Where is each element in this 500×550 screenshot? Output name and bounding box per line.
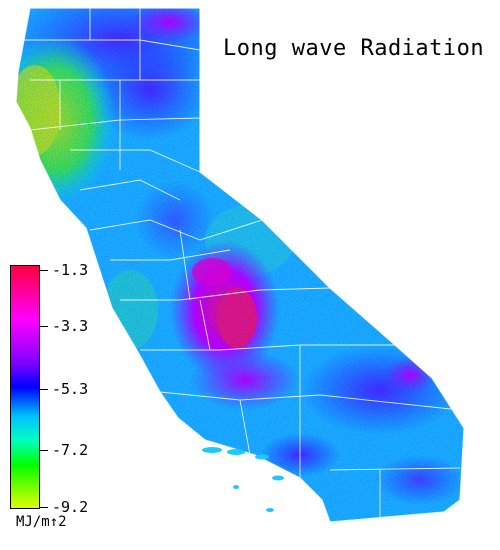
colorbar-tick-4: [40, 450, 48, 451]
colorbar-tick-1: [40, 270, 48, 271]
colorbar-label-1: -1.3: [52, 261, 89, 279]
colorbar-unit: MJ/m↑2: [16, 514, 67, 530]
colorbar-label-3: -5.3: [52, 380, 89, 398]
colorbar-label-5: -9.2: [52, 498, 89, 516]
colorbar-label-2: -3.3: [52, 317, 89, 335]
county-lines: [15, 7, 465, 523]
colorbar-tick-2: [40, 326, 48, 327]
map-title: Long wave Radiation: [223, 36, 485, 61]
colorbar-tick-3: [40, 389, 48, 390]
colorbar: [10, 265, 40, 509]
colorbar-label-4: -7.2: [52, 441, 89, 459]
channel-islands: [202, 447, 284, 512]
colorbar-tick-5: [40, 507, 48, 508]
